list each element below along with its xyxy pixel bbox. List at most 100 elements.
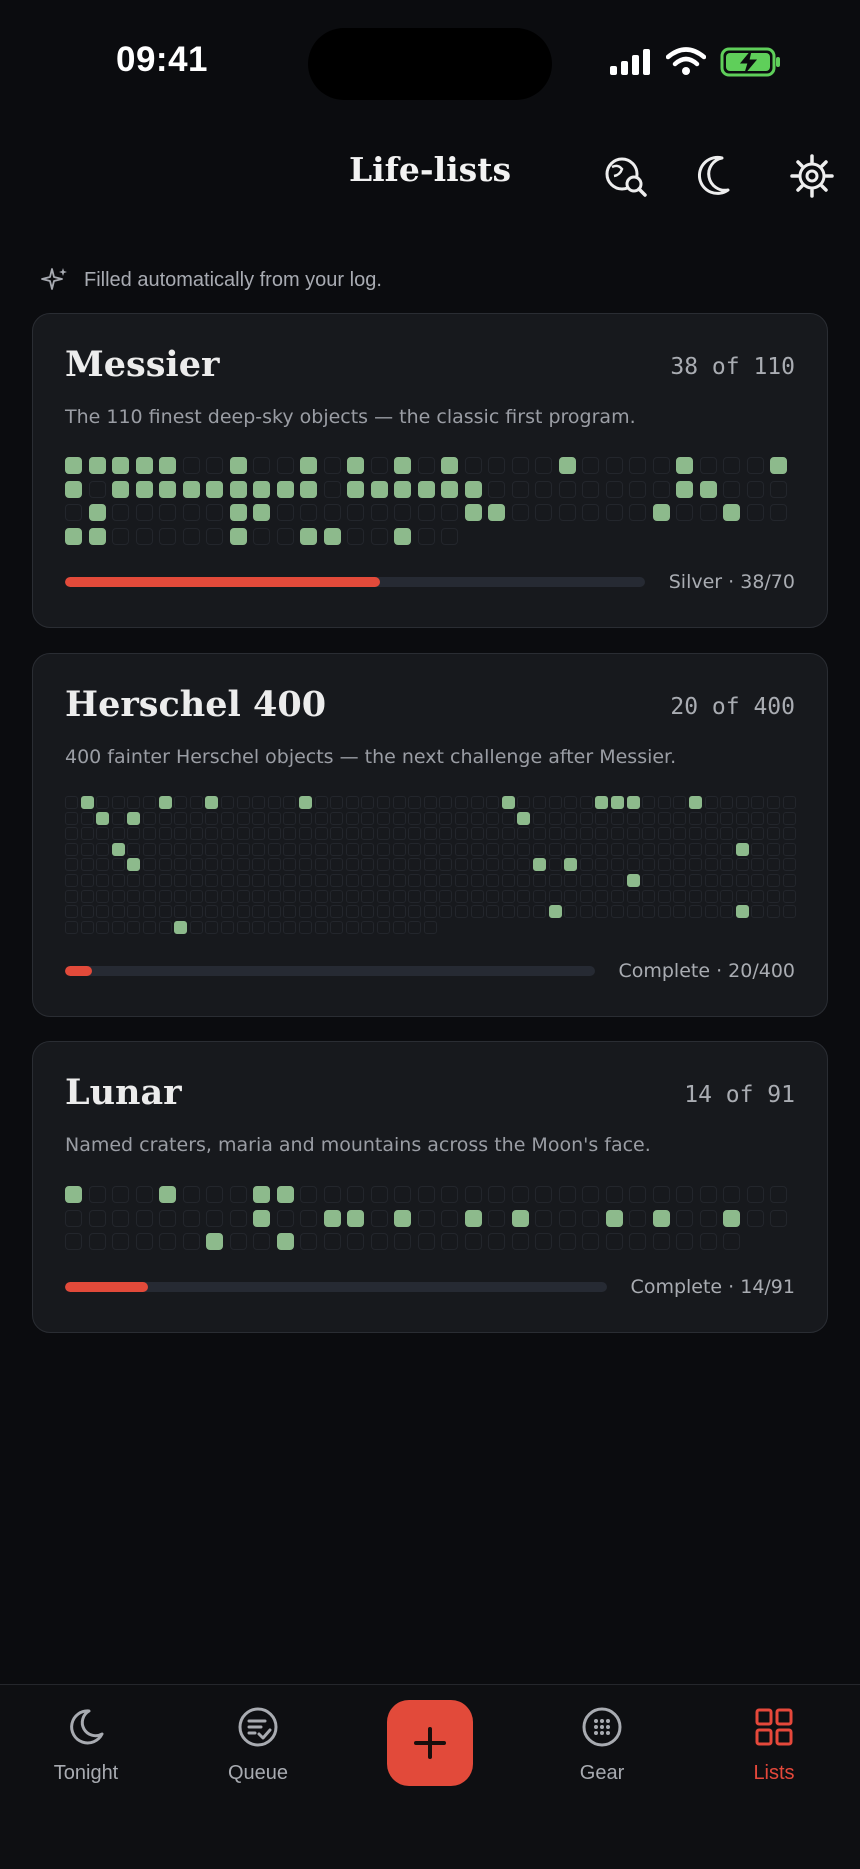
object-cell-empty bbox=[533, 842, 546, 856]
object-cell-empty bbox=[704, 905, 718, 919]
object-cell-empty bbox=[65, 504, 82, 521]
object-cell-empty bbox=[174, 874, 188, 887]
tab-tonight[interactable]: Tonight bbox=[26, 1706, 146, 1785]
object-cell-empty bbox=[205, 874, 219, 887]
object-cell-empty bbox=[605, 1186, 623, 1203]
object-cell-empty bbox=[253, 457, 270, 474]
object-cell-empty bbox=[143, 889, 156, 903]
object-cell-empty bbox=[441, 504, 458, 521]
object-cell-empty bbox=[135, 1233, 153, 1250]
list-description: The 110 finest deep-sky objects — the cl… bbox=[65, 406, 636, 428]
object-cell-empty bbox=[626, 827, 640, 841]
object-cell-empty bbox=[283, 811, 297, 825]
object-cell-empty bbox=[464, 457, 482, 474]
object-cell-empty bbox=[221, 920, 234, 934]
object-cell-empty bbox=[676, 504, 693, 521]
object-cell-observed bbox=[159, 457, 176, 474]
object-cell-empty bbox=[735, 889, 749, 903]
object-cell-empty bbox=[470, 874, 484, 887]
object-cell-empty bbox=[423, 920, 437, 934]
object-cell-empty bbox=[330, 920, 344, 934]
object-cell-empty bbox=[229, 1233, 247, 1250]
object-cell-empty bbox=[642, 874, 656, 887]
object-cell-empty bbox=[720, 827, 734, 841]
object-cell-empty bbox=[127, 842, 141, 856]
object-cell-empty bbox=[417, 1233, 435, 1250]
object-cell-empty bbox=[267, 889, 281, 903]
object-cell-empty bbox=[392, 827, 406, 841]
object-cell-empty bbox=[236, 920, 250, 934]
object-cell-empty bbox=[112, 1209, 129, 1227]
object-cell-empty bbox=[782, 811, 796, 825]
object-cell-empty bbox=[408, 827, 422, 841]
object-cell-empty bbox=[361, 827, 375, 841]
object-cell-observed bbox=[253, 1186, 270, 1203]
object-cell-empty bbox=[746, 504, 764, 521]
object-cell-empty bbox=[252, 842, 266, 856]
object-cell-empty bbox=[127, 827, 141, 841]
object-cell-observed bbox=[735, 842, 749, 856]
object-cell-empty bbox=[548, 874, 562, 887]
object-cell-empty bbox=[330, 827, 344, 841]
object-cell-empty bbox=[558, 480, 576, 498]
settings-gear-icon[interactable] bbox=[786, 150, 838, 202]
object-cell-empty bbox=[143, 920, 156, 934]
night-mode-moon-icon[interactable] bbox=[692, 150, 744, 202]
list-card-herschel-400[interactable]: Herschel 400 20 of 400 400 fainter Hersc… bbox=[32, 653, 828, 1017]
object-cell-empty bbox=[746, 1186, 764, 1203]
moon-icon bbox=[70, 1709, 104, 1745]
object-cell-empty bbox=[423, 811, 437, 825]
object-cell-empty bbox=[533, 796, 546, 809]
object-cell-empty bbox=[595, 889, 609, 903]
object-cell-empty bbox=[253, 527, 270, 545]
object-cell-empty bbox=[689, 827, 702, 841]
list-card-messier[interactable]: Messier 38 of 110 The 110 finest deep-sk… bbox=[32, 313, 828, 628]
object-cell-empty bbox=[751, 842, 765, 856]
object-cell-observed bbox=[347, 1209, 364, 1227]
object-cell-observed bbox=[300, 527, 317, 545]
object-cell-empty bbox=[652, 1233, 670, 1250]
object-cell-empty bbox=[143, 827, 156, 841]
progress-bar bbox=[65, 966, 595, 976]
add-observation-button[interactable] bbox=[387, 1700, 473, 1786]
object-cell-empty bbox=[174, 796, 188, 809]
object-cell-empty bbox=[579, 827, 593, 841]
object-cell-empty bbox=[511, 1233, 529, 1250]
tab-gear[interactable]: Gear bbox=[542, 1706, 662, 1785]
object-cell-empty bbox=[470, 842, 484, 856]
object-cell-empty bbox=[417, 457, 435, 474]
globe-search-icon[interactable] bbox=[600, 150, 652, 202]
tab-lists[interactable]: Lists bbox=[714, 1706, 834, 1785]
object-cell-empty bbox=[408, 811, 422, 825]
object-cell-empty bbox=[323, 1233, 341, 1250]
object-cell-empty bbox=[782, 827, 796, 841]
object-cell-empty bbox=[205, 811, 219, 825]
object-cell-empty bbox=[642, 905, 656, 919]
list-count: 14 of 91 bbox=[684, 1082, 795, 1108]
object-cell-empty bbox=[205, 905, 219, 919]
tab-queue[interactable]: Queue bbox=[198, 1706, 318, 1785]
object-cell-empty bbox=[699, 504, 717, 521]
object-cell-observed bbox=[347, 480, 364, 498]
list-card-lunar[interactable]: Lunar 14 of 91 Named craters, maria and … bbox=[32, 1041, 828, 1333]
status-time: 09:41 bbox=[116, 40, 209, 79]
object-cell-empty bbox=[657, 842, 671, 856]
object-cell-empty bbox=[735, 811, 749, 825]
object-cell-empty bbox=[486, 811, 500, 825]
object-cell-empty bbox=[501, 874, 515, 887]
plus-icon bbox=[414, 1727, 446, 1759]
object-cell-empty bbox=[673, 858, 687, 872]
object-cell-empty bbox=[455, 827, 468, 841]
object-cell-empty bbox=[252, 827, 266, 841]
object-cell-empty bbox=[548, 827, 562, 841]
object-cell-empty bbox=[392, 811, 406, 825]
object-cell-observed bbox=[689, 796, 702, 809]
object-cell-empty bbox=[345, 842, 359, 856]
object-cell-empty bbox=[767, 842, 780, 856]
object-cell-empty bbox=[770, 504, 787, 521]
object-cell-empty bbox=[377, 842, 390, 856]
object-cell-empty bbox=[159, 504, 176, 521]
object-cell-empty bbox=[782, 796, 796, 809]
object-cell-empty bbox=[252, 905, 266, 919]
object-cell-empty bbox=[455, 796, 468, 809]
